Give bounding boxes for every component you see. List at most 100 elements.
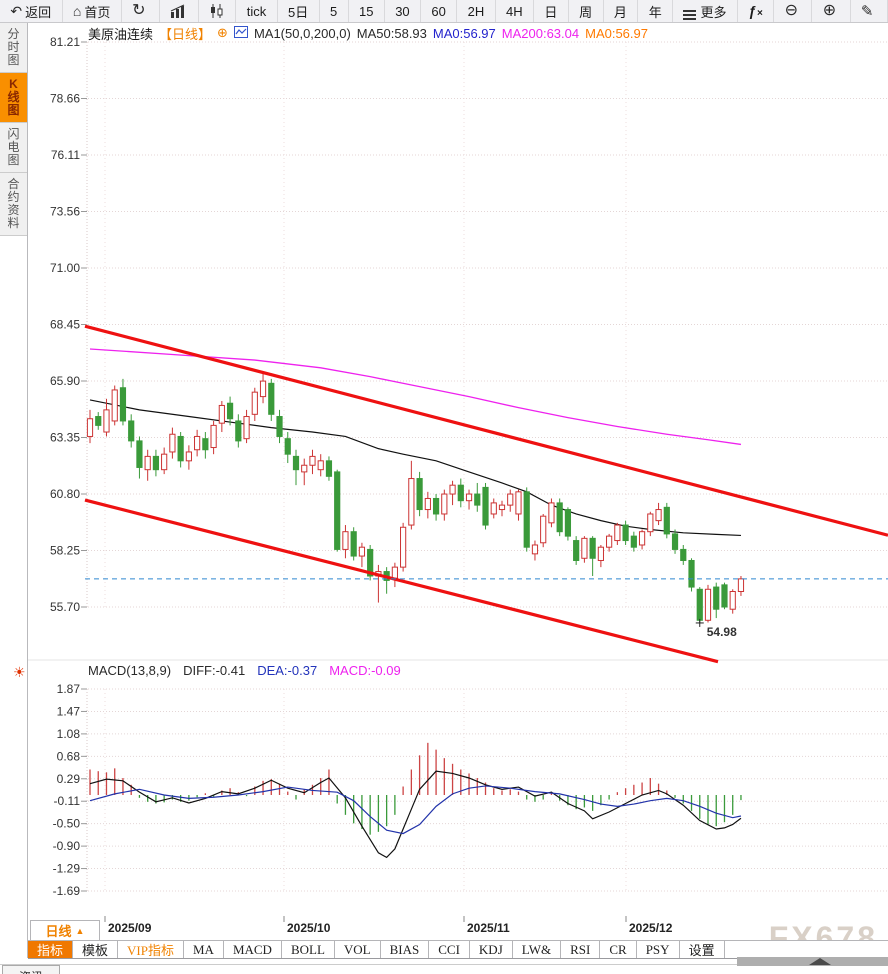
add-compare-icon[interactable]: ⊕	[217, 25, 228, 40]
candle-19	[243, 409, 250, 444]
candle-6	[136, 436, 143, 479]
candle-51	[507, 489, 514, 512]
candle-69	[655, 502, 662, 526]
interval-month[interactable]: 月	[604, 0, 639, 22]
svg-text:1.47: 1.47	[57, 704, 81, 718]
tab-BOLL[interactable]: BOLL	[282, 941, 335, 958]
candle-54	[531, 540, 539, 561]
ma-lines	[89, 348, 742, 537]
interval-5day[interactable]: 5日	[278, 0, 320, 22]
candle-39	[408, 460, 415, 530]
indicator-settings-icon[interactable]: ☀	[13, 664, 26, 680]
candle-24	[284, 432, 291, 464]
ma-config-label: MA1(50,0,200,0)	[253, 25, 351, 41]
candle-40	[416, 471, 423, 517]
tab-设置[interactable]: 设置	[680, 941, 725, 958]
back-button[interactable]: ↶ 返回	[0, 0, 63, 22]
mini-chart-icon[interactable]	[233, 25, 248, 41]
tab-指标[interactable]: 指标	[28, 941, 74, 958]
interval-day[interactable]: 日	[534, 0, 569, 22]
svg-text:60.80: 60.80	[50, 487, 80, 501]
candle-33	[358, 542, 366, 568]
sidebar-item-0[interactable]: 分时图	[0, 23, 27, 73]
zoom-in-button[interactable]: ⊕	[812, 0, 851, 22]
tab-BIAS[interactable]: BIAS	[381, 941, 430, 958]
candle-32	[350, 527, 357, 561]
tab-VOL[interactable]: VOL	[335, 941, 381, 958]
fx-indicator-button[interactable]: ƒ×	[738, 0, 775, 22]
candle-27	[309, 449, 316, 475]
chevron-up-icon: ▲	[75, 925, 85, 936]
candle-28	[317, 454, 324, 477]
candle-13	[194, 429, 201, 457]
candle-4	[119, 378, 127, 426]
macd-config-label: MACD(13,8,9)	[88, 663, 172, 678]
candle-5	[128, 414, 135, 448]
ma0-value-orange: MA0:56.97	[585, 25, 648, 41]
ma200-value: MA200:63.04	[501, 25, 580, 41]
period-selector[interactable]: 日线 ▲	[30, 920, 100, 941]
candle-8	[152, 449, 160, 477]
candle-64	[614, 522, 621, 545]
svg-text:81.21: 81.21	[50, 35, 80, 49]
candle-21	[259, 372, 267, 404]
zoom-in-icon: ⊕	[822, 2, 837, 19]
candle-7	[144, 449, 151, 481]
zoom-out-button[interactable]: ⊖	[774, 0, 813, 22]
interval-5[interactable]: 5	[320, 0, 349, 22]
candle-61	[589, 536, 596, 576]
panel-collapse-handle[interactable]	[737, 957, 888, 966]
candle-53	[523, 487, 530, 552]
tab-MACD[interactable]: MACD	[224, 941, 282, 958]
pen-icon: ✎	[860, 2, 874, 20]
svg-text:0.29: 0.29	[57, 772, 81, 786]
tab-CCI[interactable]: CCI	[429, 941, 470, 958]
candle-34	[367, 544, 374, 581]
tab-CR[interactable]: CR	[600, 941, 637, 958]
candle-2	[103, 398, 110, 437]
candle-chart-view-button[interactable]	[199, 0, 237, 22]
candle-76	[713, 582, 720, 619]
interval-year[interactable]: 年	[638, 0, 674, 22]
interval-4h[interactable]: 4H	[496, 0, 535, 22]
interval-60[interactable]: 60	[421, 0, 458, 22]
bottom-divider	[0, 964, 888, 965]
interval-15[interactable]: 15	[349, 0, 385, 22]
candle-37	[391, 562, 398, 588]
refresh-button[interactable]: ↻	[122, 0, 160, 22]
interval-week[interactable]: 周	[569, 0, 604, 22]
svg-text:-0.90: -0.90	[53, 839, 81, 853]
bar-chart-view-button[interactable]	[160, 0, 199, 22]
sidebar-item-2[interactable]: 闪电图	[0, 123, 27, 173]
tab-PSY[interactable]: PSY	[637, 941, 680, 958]
interval-30[interactable]: 30	[385, 0, 422, 22]
tab-KDJ[interactable]: KDJ	[470, 941, 513, 958]
candle-29	[325, 456, 333, 481]
interval-tick[interactable]: tick	[236, 0, 278, 22]
tab-LW&[interactable]: LW&	[513, 941, 562, 958]
toolbar: ↶ 返回 ⌂ 首页 ↻ tick 5日 5 15 30 60 2H 4H 日周月年更多 ƒ× ⊖ ⊕ ✎	[0, 0, 888, 23]
candle-72	[680, 544, 687, 565]
candle-36	[383, 567, 390, 594]
tab-MA[interactable]: MA	[184, 941, 224, 958]
home-button[interactable]: ⌂ 首页	[63, 0, 122, 22]
sidebar-item-3[interactable]: 合约资料	[0, 173, 27, 236]
draw-button[interactable]: ✎	[851, 0, 888, 22]
candle-0	[86, 409, 94, 444]
macd-value: MACD:-0.09	[329, 663, 401, 678]
y-axis-labels: 81.21 78.66 76.11 73.56 71.00 68.45 65.90 63.35…	[50, 35, 80, 898]
interval-2h[interactable]: 2H	[457, 0, 496, 22]
period-badge: 【日线】	[159, 26, 212, 42]
candle-12	[185, 445, 192, 470]
x-axis-labels: 2025/09 2025/10 2025/11 2025/12	[0, 921, 888, 939]
tab-VIP指标[interactable]: VIP指标	[118, 941, 184, 958]
news-tab-partial[interactable]: 资讯	[2, 965, 60, 974]
candle-23	[276, 409, 283, 444]
tab-模板[interactable]: 模板	[73, 941, 119, 958]
tab-RSI[interactable]: RSI	[561, 941, 601, 958]
more-button[interactable]: 更多	[673, 0, 738, 22]
svg-text:58.25: 58.25	[50, 544, 80, 558]
